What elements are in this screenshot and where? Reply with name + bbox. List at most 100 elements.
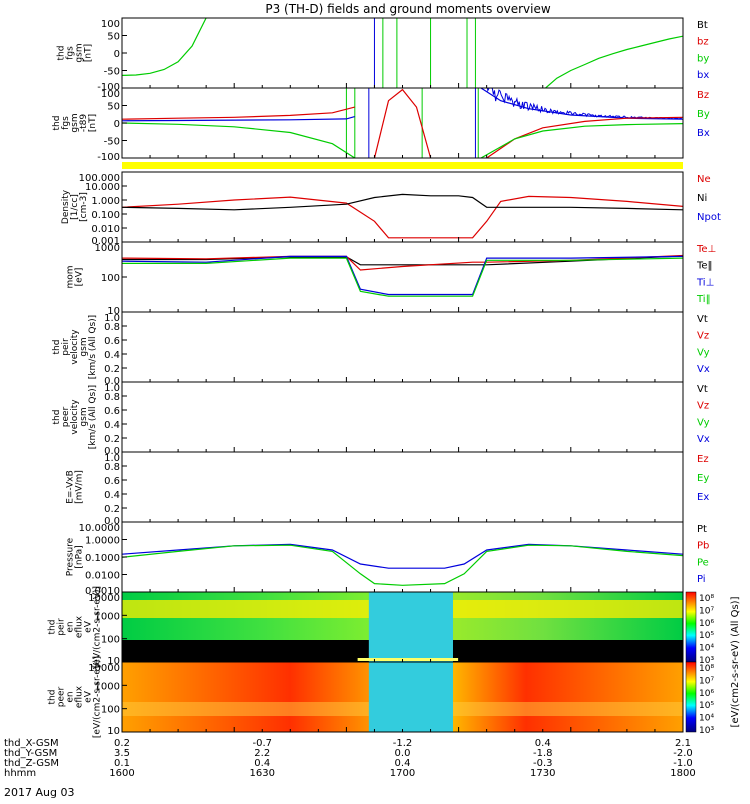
y-tick-label: -50: [104, 67, 120, 78]
y-tick-label: 0.4: [104, 350, 120, 361]
series-bz-line: [487, 117, 683, 158]
colorbar-tick-label: 10⁷: [699, 676, 714, 686]
electron-magnetosphere-band: [369, 662, 453, 732]
colorbar-title-text: [eV/(cm2-s-sr-eV) (All Qs)]: [730, 596, 741, 727]
panel-frame: [122, 88, 683, 158]
data-quality-bar: [122, 162, 683, 169]
legend-entry: Pi: [697, 574, 706, 585]
legend-entry: Vx: [697, 434, 710, 445]
panel-5: 1.00.80.60.40.20.0thd peir velocity gsm [km/…: [52, 312, 710, 387]
panel-3: 100.00010.000 1.000 0.100 0.0100.001 Density…: [61, 172, 721, 247]
figure-title: P3 (TH-D) fields and ground moments over…: [265, 2, 550, 16]
legend-entry: Ey: [697, 473, 709, 484]
y-tick-label: 100: [101, 273, 120, 284]
legend-entry: Ni: [697, 193, 707, 204]
colorbar-2: 10⁸10⁷10⁶10⁵10⁴10³: [686, 662, 714, 736]
series-ti-line: [122, 256, 683, 294]
y-tick-label: 0.8: [104, 392, 120, 403]
y-axis-label-line: [nT]: [88, 114, 98, 132]
y-tick-label: 0.4: [104, 490, 120, 501]
panel-9-data: [122, 592, 683, 662]
y-tick-label: 1000: [95, 243, 120, 254]
legend-entry: Pb: [697, 541, 709, 552]
panel-1-data: [122, 18, 683, 88]
series-ti-line: [122, 258, 683, 296]
ephemeris-row-label: hhmm: [4, 768, 36, 779]
legend-entry: Vz: [697, 331, 709, 342]
y-tick-label: 0.6: [104, 406, 120, 417]
colorbar-tick-label: 10⁷: [699, 606, 714, 616]
panel-frame: [122, 522, 683, 592]
legend-entry: Vz: [697, 401, 709, 412]
legend-entry: Bz: [697, 90, 709, 101]
y-axis-label: thd peir velocity gsm [km/s (All Qs)]: [52, 315, 98, 379]
y-tick-label: 10.000: [85, 182, 120, 193]
panel-4: 100010010mom [eV]Te⊥Te‖Ti⊥Ti‖: [66, 242, 717, 317]
legend-entry: Pt: [697, 524, 707, 535]
panel-3-data: [122, 194, 683, 237]
panel-frame: [122, 172, 683, 242]
y-axis-label: E=-VxB [mV/m]: [66, 470, 85, 504]
y-tick-label: 1.0000: [85, 536, 120, 547]
legend-entry: Pe: [697, 557, 709, 568]
y-axis-label-line: [eV/(cm2-s-sr-eV)]: [93, 586, 103, 668]
series-ne-line: [122, 196, 683, 237]
colorbar-tick-label: 10³: [699, 726, 714, 736]
y-axis-label: thd peer en eflux eV [eV/(cm2-s-sr-eV)]: [48, 656, 103, 738]
y-tick-label: -100: [97, 152, 120, 163]
bx-noise: [481, 82, 682, 119]
y-tick-label: 0.0100: [85, 571, 120, 582]
legend-entry: Te⊥: [696, 244, 716, 255]
y-axis-label-line: [mV/m]: [75, 470, 85, 504]
y-tick-label: 100: [101, 705, 120, 716]
panel-frame: [122, 382, 683, 452]
y-tick-label: 0.2: [104, 364, 120, 375]
panel-4-data: [122, 256, 683, 297]
y-tick-label: 0: [114, 119, 120, 130]
colorbar-tick-label: 10⁸: [699, 664, 714, 674]
ephemeris-value: 1600: [109, 768, 134, 779]
legend-entry: Vt: [697, 314, 708, 325]
legend-entry: Vt: [697, 384, 708, 395]
panel-10: 10000 1000 100 10 thd peer en eflux eV [eV/(cm2-s…: [48, 656, 684, 738]
panel-7: 1.00.80.60.40.20.0E=-VxB [mV/m]EzEyEx: [66, 452, 710, 527]
colorbar-gradient: [686, 662, 696, 732]
y-axis-label-line: [nT]: [84, 44, 94, 62]
y-axis-label: thd peer velocity gsm [km/s (All Qs)]: [52, 385, 98, 449]
legend-entry: Vy: [697, 417, 710, 428]
y-tick-label: 0.2: [104, 504, 120, 515]
panel-2: 100 50 0 -50 -100 thd fgs gsm -t89 [nT] Bz By Bx: [52, 82, 710, 163]
figure-canvas: P3 (TH-D) fields and ground moments over…: [0, 0, 750, 800]
legend-entry: Vx: [697, 364, 710, 375]
ephemeris-value: 1800: [670, 768, 695, 779]
panel-frame: [122, 452, 683, 522]
legend-entry: Te‖: [696, 261, 713, 272]
y-tick-label: 100: [101, 89, 120, 100]
legend-entry: Ne: [697, 174, 711, 185]
legend-entry: Ex: [697, 492, 709, 503]
panel-frame: [122, 18, 683, 88]
ephemeris-value: 1700: [390, 768, 415, 779]
series-by-line: [481, 124, 683, 158]
colorbar-1: 10⁸10⁷10⁶10⁵10⁴10³: [686, 592, 714, 666]
panel-frame: [122, 242, 683, 312]
y-tick-label: 50: [107, 32, 120, 43]
y-tick-label: 0.6: [104, 336, 120, 347]
y-tick-label: -50: [104, 137, 120, 148]
colorbar-tick-label: 10⁶: [699, 619, 714, 629]
series-pe-line: [122, 545, 683, 585]
legend-entry: Vy: [697, 347, 710, 358]
y-tick-label: 50: [107, 102, 120, 113]
y-axis-label: mom [eV]: [66, 265, 85, 288]
panel-frame: [122, 312, 683, 382]
ephemeris-value: 1730: [530, 768, 555, 779]
colorbar-tick-label: 10⁶: [699, 689, 714, 699]
colorbar-tick-label: 10⁴: [699, 714, 714, 724]
series-by-line: [546, 36, 683, 88]
series-pi-line: [122, 544, 683, 568]
colorbar-title: [eV/(cm2-s-sr-eV) (All Qs)]: [730, 596, 741, 727]
panel-2-data: [122, 82, 683, 158]
y-axis-label-line: [km/s (All Qs)]: [88, 315, 98, 379]
colorbar-gradient: [686, 592, 696, 662]
y-tick-label: 0.1000: [85, 553, 120, 564]
